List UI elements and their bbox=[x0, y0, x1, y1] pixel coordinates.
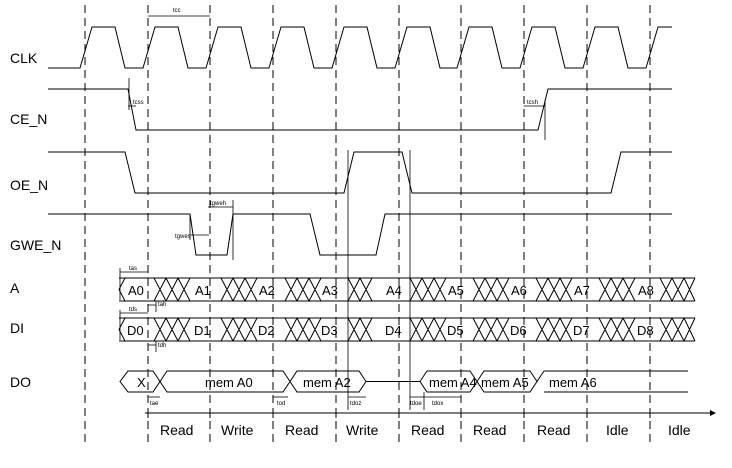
signal-label-oe-n: OE_N bbox=[10, 177, 48, 193]
data-out-bus-waveform: X mem A0 mem A2 mem A4 mem A5 mem A6 bbox=[119, 370, 688, 393]
operation-label: Idle bbox=[668, 422, 691, 438]
address-label: A2 bbox=[259, 283, 275, 298]
bus-transition-crosses bbox=[118, 317, 696, 342]
timing-annotations bbox=[119, 15, 546, 410]
operation-label: Write bbox=[346, 422, 379, 438]
timing-label-tcss: tcss bbox=[133, 100, 144, 106]
data-in-label: D0 bbox=[127, 323, 144, 338]
cycle-gridlines bbox=[84, 5, 651, 445]
time-axis-arrowhead bbox=[710, 410, 716, 416]
data-in-label: D1 bbox=[194, 323, 211, 338]
timing-label-tds: tds bbox=[129, 307, 137, 313]
data-in-label: D7 bbox=[573, 323, 590, 338]
operation-label: Read bbox=[473, 422, 506, 438]
operation-label: Read bbox=[285, 422, 318, 438]
signal-label-do: DO bbox=[10, 374, 31, 390]
address-label: A5 bbox=[448, 283, 464, 298]
signal-label-ce-n: CE_N bbox=[10, 111, 47, 127]
address-label: A0 bbox=[128, 283, 144, 298]
data-in-label: D8 bbox=[637, 323, 654, 338]
signal-label-di: DI bbox=[10, 320, 24, 336]
timing-label-tdoz: tdoz bbox=[350, 401, 361, 407]
data-in-label: D6 bbox=[510, 323, 527, 338]
data-in-label: D5 bbox=[447, 323, 464, 338]
timing-label-tgwes: tgwes bbox=[175, 234, 191, 240]
timing-label-tdox: tdox bbox=[432, 401, 443, 407]
data-in-label: D3 bbox=[321, 323, 338, 338]
operation-label: Idle bbox=[606, 422, 629, 438]
gwe-n-waveform bbox=[48, 213, 672, 256]
address-label: A1 bbox=[195, 283, 211, 298]
operation-label: Read bbox=[537, 422, 570, 438]
address-label: A7 bbox=[574, 283, 590, 298]
signal-label-clk: CLK bbox=[10, 50, 38, 66]
timing-label-tod: tod bbox=[277, 401, 285, 407]
data-in-bus-waveform: D0 D1 D2 D3 D4 D5 D6 D7 D8 bbox=[118, 317, 696, 342]
operation-label: Write bbox=[221, 422, 254, 438]
ce-n-waveform bbox=[48, 88, 672, 131]
timing-label-tcc: tcc bbox=[173, 8, 181, 14]
address-label: A8 bbox=[638, 283, 654, 298]
timing-label-tas: tas bbox=[129, 266, 137, 272]
timing-label-tcsh: tcsh bbox=[527, 100, 538, 106]
signal-label-a: A bbox=[10, 280, 20, 296]
signal-label-gwe-n: GWE_N bbox=[10, 237, 61, 253]
operation-label: Read bbox=[411, 422, 444, 438]
bus-transition-crosses bbox=[118, 277, 696, 302]
timing-label-tdoe: tdoe bbox=[410, 401, 422, 407]
data-out-label: mem A5 bbox=[481, 375, 529, 390]
oe-n-waveform bbox=[48, 151, 672, 194]
data-in-label: D2 bbox=[258, 323, 275, 338]
address-label: A3 bbox=[322, 283, 338, 298]
data-out-label: X bbox=[137, 375, 146, 390]
address-label: A4 bbox=[386, 283, 402, 298]
timing-label-tgweh: tgweh bbox=[210, 201, 226, 207]
timing-label-tae: tae bbox=[150, 401, 159, 407]
timing-label-tah: tah bbox=[158, 302, 166, 308]
clk-waveform bbox=[48, 26, 672, 69]
data-out-label: mem A6 bbox=[549, 375, 597, 390]
data-out-label: mem A0 bbox=[205, 375, 253, 390]
data-out-label: mem A2 bbox=[303, 375, 351, 390]
operation-label: Read bbox=[160, 422, 193, 438]
do-segment-mem-a6 bbox=[536, 370, 688, 393]
data-in-label: D4 bbox=[385, 323, 402, 338]
address-bus-waveform: A0 A1 A2 A3 A4 A5 A6 A7 A8 bbox=[118, 277, 696, 302]
address-label: A6 bbox=[511, 283, 527, 298]
data-out-label: mem A4 bbox=[429, 375, 477, 390]
timing-label-tdh: tdh bbox=[158, 343, 166, 349]
time-axis-ticks bbox=[147, 413, 651, 418]
